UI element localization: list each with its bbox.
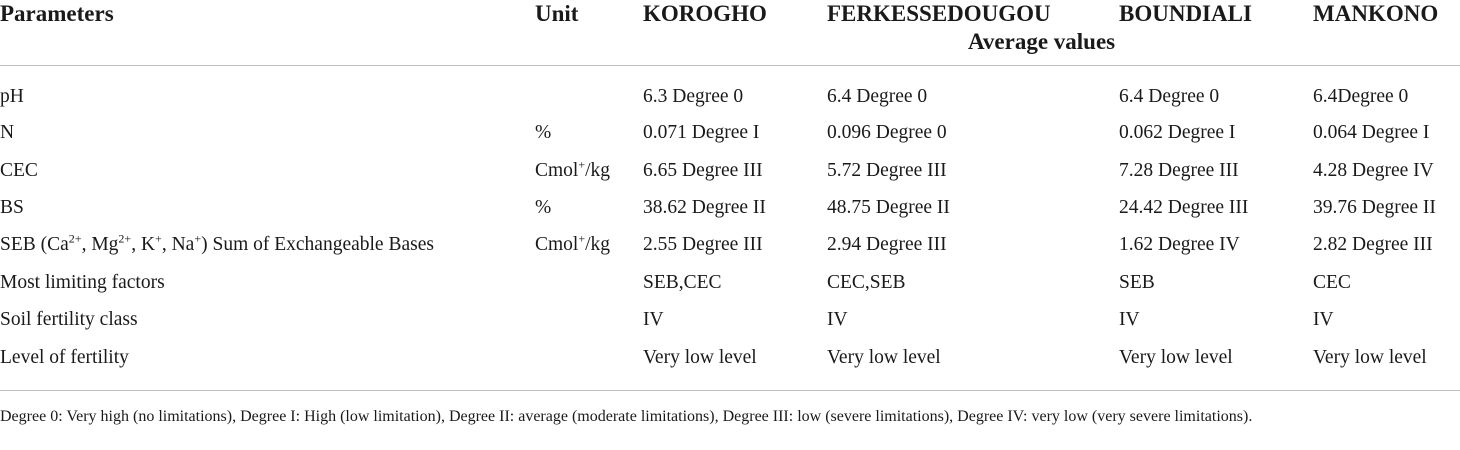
cell-class-ferkessedougou: IV	[827, 309, 848, 330]
row-param-seb: SEB (Ca2+, Mg2+, K+, Na+) Sum of Exchang…	[0, 233, 434, 257]
row-param-fertility-class: Soil fertility class	[0, 309, 138, 330]
cell-level-boundiali: Very low level	[1119, 347, 1233, 368]
cell-class-boundiali: IV	[1119, 309, 1140, 330]
cell-seb-boundiali: 1.62 Degree IV	[1119, 234, 1240, 255]
header-site-ferkessedougou: FERKESSEDOUGOU	[827, 1, 1051, 26]
header-average-values: Average values	[968, 29, 1116, 54]
cell-class-korogho: IV	[643, 309, 664, 330]
cell-level-ferkessedougou: Very low level	[827, 347, 941, 368]
seb-text-5: ) Sum of Exchangeable Bases	[201, 234, 434, 255]
header-site-mankono: MANKONO	[1313, 1, 1439, 26]
unit-base: Cmol	[535, 234, 579, 255]
cell-seb-ferkessedougou: 2.94 Degree III	[827, 234, 947, 255]
row-param-fertility-level: Level of fertility	[0, 347, 129, 368]
table-footnote: Degree 0: Very high (no limitations), De…	[0, 408, 1253, 425]
row-unit-bs: %	[535, 197, 552, 218]
row-param-ph: pH	[0, 86, 24, 107]
seb-sup-mg: 2+	[118, 231, 132, 246]
cell-ph-korogho: 6.3 Degree 0	[643, 86, 744, 107]
cell-limiting-mankono: CEC	[1313, 272, 1351, 293]
row-unit-n: %	[535, 122, 552, 143]
row-param-bs: BS	[0, 197, 24, 218]
unit-tail: /kg	[585, 160, 611, 181]
cell-class-mankono: IV	[1313, 309, 1334, 330]
header-rule	[0, 65, 1460, 66]
cell-level-mankono: Very low level	[1313, 347, 1427, 368]
header-site-boundiali: BOUNDIALI	[1119, 1, 1252, 26]
unit-base: Cmol	[535, 160, 579, 181]
seb-text-1: SEB (Ca	[0, 234, 69, 255]
row-param-n: N	[0, 122, 15, 143]
cell-n-ferkessedougou: 0.096 Degree 0	[827, 122, 947, 143]
seb-text-3: , K	[131, 234, 156, 255]
cell-ph-boundiali: 6.4 Degree 0	[1119, 86, 1220, 107]
unit-superscript: +	[578, 231, 586, 246]
cell-limiting-korogho: SEB,CEC	[643, 272, 722, 293]
cell-n-mankono: 0.064 Degree I	[1313, 122, 1430, 143]
cell-bs-boundiali: 24.42 Degree III	[1119, 197, 1249, 218]
cell-n-korogho: 0.071 Degree I	[643, 122, 760, 143]
cell-cec-ferkessedougou: 5.72 Degree III	[827, 160, 947, 181]
cell-n-boundiali: 0.062 Degree I	[1119, 122, 1236, 143]
unit-superscript: +	[578, 157, 586, 172]
footer-rule	[0, 390, 1460, 391]
cell-limiting-boundiali: SEB	[1119, 272, 1155, 293]
header-parameters: Parameters	[0, 1, 114, 26]
cell-ph-mankono: 6.4Degree 0	[1313, 86, 1409, 107]
row-unit-seb: Cmol+/kg	[535, 233, 610, 257]
cell-bs-ferkessedougou: 48.75 Degree II	[827, 197, 950, 218]
cell-cec-korogho: 6.65 Degree III	[643, 160, 763, 181]
seb-sup-ca: 2+	[68, 231, 82, 246]
header-unit: Unit	[535, 1, 579, 26]
unit-tail: /kg	[585, 234, 611, 255]
cell-ph-ferkessedougou: 6.4 Degree 0	[827, 86, 928, 107]
seb-sup-na: +	[194, 231, 202, 246]
row-param-limiting-factors: Most limiting factors	[0, 272, 165, 293]
cell-limiting-ferkessedougou: CEC,SEB	[827, 272, 906, 293]
row-param-cec: CEC	[0, 160, 38, 181]
seb-text-4: , Na	[161, 234, 195, 255]
cell-bs-mankono: 39.76 Degree II	[1313, 197, 1436, 218]
cell-cec-boundiali: 7.28 Degree III	[1119, 160, 1239, 181]
cell-seb-mankono: 2.82 Degree III	[1313, 234, 1433, 255]
header-site-korogho: KOROGHO	[643, 1, 767, 26]
cell-bs-korogho: 38.62 Degree II	[643, 197, 766, 218]
cell-level-korogho: Very low level	[643, 347, 757, 368]
seb-text-2: , Mg	[81, 234, 119, 255]
row-unit-cec: Cmol+/kg	[535, 159, 610, 183]
cell-cec-mankono: 4.28 Degree IV	[1313, 160, 1434, 181]
seb-sup-k: +	[155, 231, 162, 246]
cell-seb-korogho: 2.55 Degree III	[643, 234, 763, 255]
